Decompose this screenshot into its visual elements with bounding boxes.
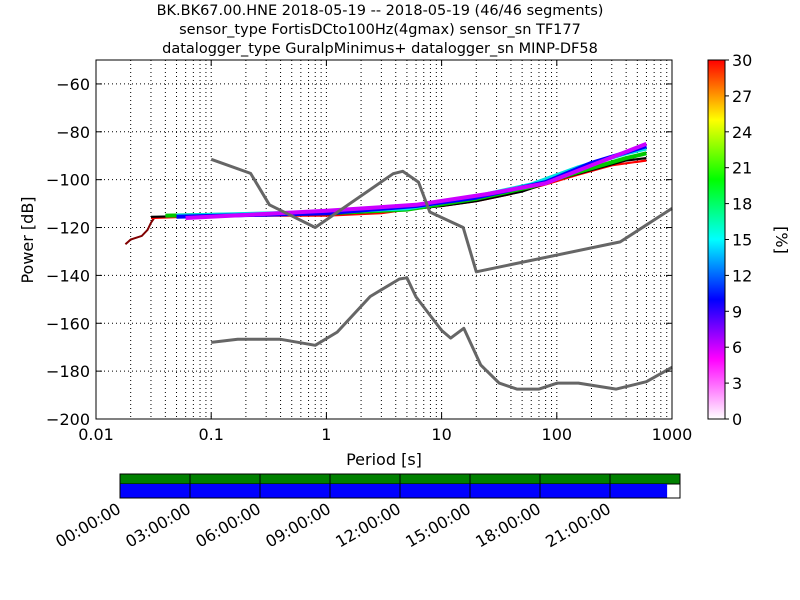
x-tick-label: 0.1 xyxy=(198,425,223,444)
time-tick-label: 06:00:00 xyxy=(192,499,264,551)
time-tick-label: 21:00:00 xyxy=(542,499,614,551)
time-tick-label: 03:00:00 xyxy=(122,499,194,551)
colorbar-tick-label: 27 xyxy=(732,87,752,106)
colorbar-label: [%] xyxy=(772,226,791,254)
time-tick-label: 00:00:00 xyxy=(52,499,124,551)
x-tick-label: 0.01 xyxy=(78,425,114,444)
y-tick-label: −140 xyxy=(46,266,90,285)
y-tick-label: −100 xyxy=(46,171,90,190)
colorbar-tick-label: 12 xyxy=(732,266,752,285)
psd-density-band xyxy=(185,141,648,220)
x-axis-ticks: 0.01 0.1 1 10 100 1000 xyxy=(78,60,692,444)
y-tick-label: −180 xyxy=(46,362,90,381)
y-tick-label: −120 xyxy=(46,219,90,238)
colorbar xyxy=(707,59,726,420)
colorbar-tick-label: 18 xyxy=(732,195,752,214)
colorbar-tick-label: 6 xyxy=(732,338,742,357)
y-tick-label: −60 xyxy=(56,75,90,94)
psd-start-curve xyxy=(124,217,156,246)
x-tick-label: 1000 xyxy=(652,425,693,444)
time-tick-label: 12:00:00 xyxy=(332,499,404,551)
x-tick-label: 1 xyxy=(321,425,331,444)
y-tick-label: −160 xyxy=(46,314,90,333)
chart-title-line-2: sensor_type FortisDCto100Hz(4gmax) senso… xyxy=(179,22,581,38)
chart-title-line-3: datalogger_type GuralpMinimus+ datalogge… xyxy=(162,41,598,57)
colorbar-tick-label: 0 xyxy=(732,410,742,429)
x-axis-label: Period [s] xyxy=(346,450,422,469)
time-tick-label: 18:00:00 xyxy=(472,499,544,551)
time-tick-label: 15:00:00 xyxy=(402,499,474,551)
chart-title-line-1: BK.BK67.00.HNE 2018-05-19 -- 2018-05-19 … xyxy=(156,3,604,19)
colorbar-tick-label: 30 xyxy=(732,51,752,70)
x-tick-label: 10 xyxy=(431,425,451,444)
colorbar-tick-label: 3 xyxy=(732,374,742,393)
noise-models xyxy=(210,157,673,391)
grid-lines xyxy=(95,60,672,420)
plot-frame xyxy=(95,59,673,420)
y-axis-ticks: −60 −80 −100 −120 −140 −160 −180 −200 xyxy=(46,75,672,429)
y-axis-label: Power [dB] xyxy=(18,196,37,283)
colorbar-tick-label: 15 xyxy=(732,231,752,250)
colorbar-tick-label: 9 xyxy=(732,302,742,321)
psd-density xyxy=(124,141,648,246)
time-tick-label: 09:00:00 xyxy=(262,499,334,551)
colorbar-tick-label: 24 xyxy=(732,123,752,142)
colorbar-ticks: 0 3 6 9 12 15 18 21 24 27 30 xyxy=(725,51,752,429)
low-noise-model-line xyxy=(211,276,673,391)
y-tick-label: −200 xyxy=(46,410,90,429)
coverage-bottom-bar xyxy=(120,484,668,498)
y-tick-label: −80 xyxy=(56,123,90,142)
high-noise-model-line xyxy=(210,157,673,274)
colorbar-tick-label: 21 xyxy=(732,159,752,178)
x-tick-label: 100 xyxy=(542,425,573,444)
